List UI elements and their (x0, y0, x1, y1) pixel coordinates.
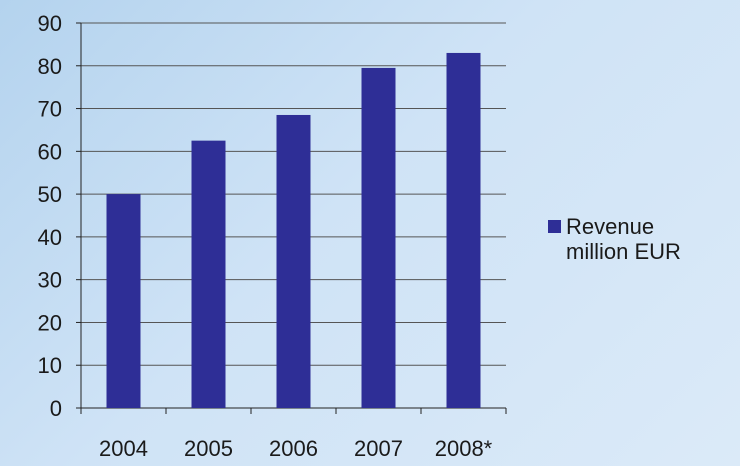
y-tick-label: 20 (38, 310, 62, 335)
y-tick-label: 90 (38, 11, 62, 36)
x-tick-label: 2004 (99, 436, 148, 461)
bar-2005 (191, 140, 226, 408)
bar-2008 (446, 52, 481, 408)
legend-label-line2: million EUR (566, 239, 681, 264)
y-tick-label: 10 (38, 353, 62, 378)
legend: Revenue million EUR (548, 214, 681, 264)
y-tick-label: 50 (38, 182, 62, 207)
y-tick-label: 0 (50, 396, 62, 421)
bar-2007 (361, 67, 396, 409)
y-tick-label: 60 (38, 139, 62, 164)
y-tick-label: 40 (38, 225, 62, 250)
legend-swatch (548, 220, 561, 233)
y-tick-label: 80 (38, 54, 62, 79)
legend-text: Revenue million EUR (566, 214, 681, 264)
y-tick-label: 30 (38, 268, 62, 293)
bar-2004 (106, 194, 141, 408)
x-tick-label: 2006 (269, 436, 318, 461)
bar-2006 (276, 114, 311, 408)
x-tick-label: 2005 (184, 436, 233, 461)
x-tick-label: 2008* (435, 436, 493, 461)
legend-label-line1: Revenue (566, 214, 655, 239)
y-tick-label: 70 (38, 97, 62, 122)
x-tick-label: 2007 (354, 436, 403, 461)
